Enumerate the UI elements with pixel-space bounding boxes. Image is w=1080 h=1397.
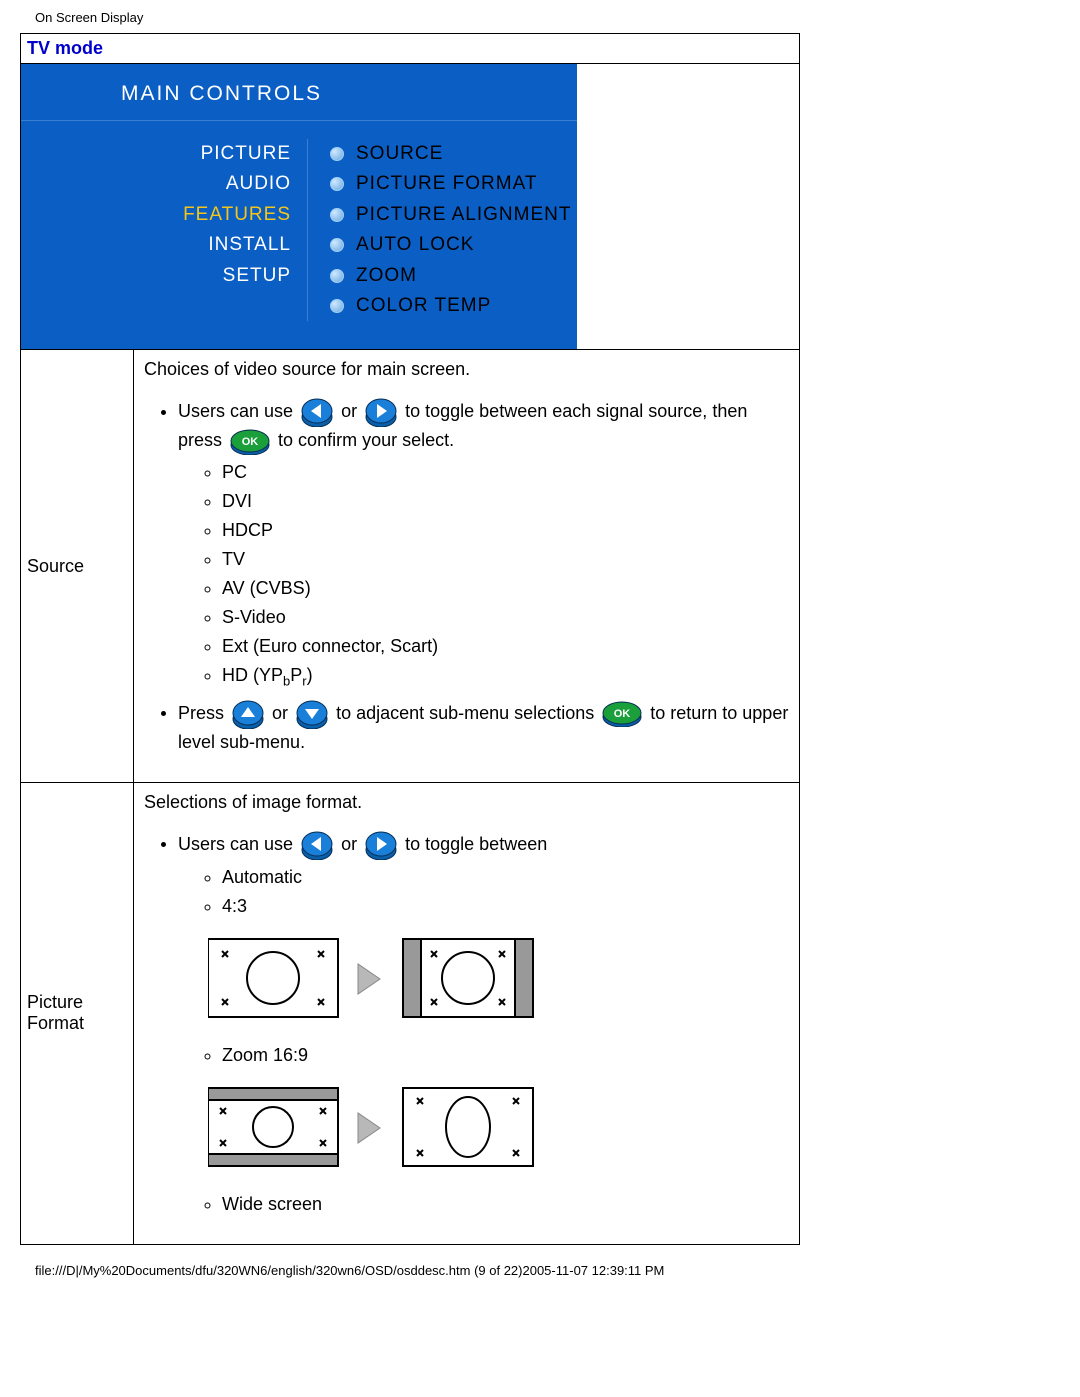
osd-right-menu: SOURCE PICTURE FORMAT PICTURE ALIGNMENT … — [308, 139, 571, 321]
source-description: Choices of video source for main screen.… — [134, 350, 800, 782]
osd-sub-color-temp[interactable]: COLOR TEMP — [330, 291, 571, 321]
source-opt-ext: Ext (Euro connector, Scart) — [222, 633, 789, 660]
osd-menu-picture[interactable]: PICTURE — [21, 139, 291, 169]
up-arrow-icon — [232, 699, 264, 729]
row-label-source: Source — [21, 350, 134, 782]
picfmt-opt-zoom: Zoom 16:9 — [222, 1042, 789, 1069]
picfmt-intro: Selections of image format. — [144, 792, 362, 812]
text: or — [341, 833, 362, 853]
source-bullet-2: Press or to adjacent sub-menu selections… — [178, 699, 789, 756]
osd-left-menu: PICTURE AUDIO FEATURES INSTALL SETUP — [21, 139, 308, 321]
osd-sub-source[interactable]: SOURCE — [330, 139, 571, 169]
text: HD (YP — [222, 665, 283, 685]
source-opt-tv: TV — [222, 546, 789, 573]
ok-button-icon — [602, 701, 642, 727]
text: or — [272, 702, 293, 722]
text: or — [341, 401, 362, 421]
ok-button-icon — [230, 429, 270, 455]
osd-menu-setup[interactable]: SETUP — [21, 261, 291, 291]
main-table: TV mode MAIN CONTROLS PICTURE AUDIO FEAT… — [20, 33, 800, 1245]
text: to confirm your select. — [278, 430, 454, 450]
source-opt-dvi: DVI — [222, 488, 789, 515]
picture-format-description: Selections of image format. Users can us… — [134, 782, 800, 1244]
source-opt-hdcp: HDCP — [222, 517, 789, 544]
picfmt-bullet-1: Users can use or to toggle between Autom… — [178, 830, 789, 1218]
left-arrow-icon — [301, 397, 333, 427]
source-opt-pc: PC — [222, 459, 789, 486]
source-intro: Choices of video source for main screen. — [144, 359, 470, 379]
section-header: TV mode — [21, 34, 800, 64]
osd-title: MAIN CONTROLS — [21, 64, 577, 120]
text: ) — [307, 665, 313, 685]
text: Users can use — [178, 401, 298, 421]
row-label-picture-format: Picture Format — [21, 782, 134, 1244]
source-options: PC DVI HDCP TV AV (CVBS) S-Video Ext (Eu… — [222, 459, 789, 691]
osd-body: PICTURE AUDIO FEATURES INSTALL SETUP SOU… — [21, 121, 577, 349]
source-opt-svideo: S-Video — [222, 604, 789, 631]
text: Press — [178, 702, 229, 722]
picfmt-opt-auto: Automatic — [222, 864, 789, 891]
text: to adjacent sub-menu selections — [336, 702, 599, 722]
diagram-43 — [208, 934, 789, 1032]
osd-sub-zoom[interactable]: ZOOM — [330, 261, 571, 291]
osd-sub-picture-format[interactable]: PICTURE FORMAT — [330, 169, 571, 199]
text: P — [290, 665, 302, 685]
picfmt-opt-43: 4:3 — [222, 893, 789, 920]
left-arrow-icon — [301, 830, 333, 860]
picfmt-opt-wide: Wide screen — [222, 1191, 789, 1218]
page-title: On Screen Display — [0, 0, 1080, 33]
osd-sub-picture-alignment[interactable]: PICTURE ALIGNMENT — [330, 200, 571, 230]
osd-menu-features[interactable]: FEATURES — [21, 200, 291, 230]
down-arrow-icon — [296, 699, 328, 729]
right-arrow-icon — [365, 830, 397, 860]
text: Users can use — [178, 833, 298, 853]
text: to toggle between — [405, 833, 547, 853]
osd-menu-audio[interactable]: AUDIO — [21, 169, 291, 199]
osd-menu-install[interactable]: INSTALL — [21, 230, 291, 260]
source-opt-hd: HD (YPbPr) — [222, 662, 789, 691]
diagram-zoom — [208, 1083, 789, 1181]
source-opt-av: AV (CVBS) — [222, 575, 789, 602]
footer-path: file:///D|/My%20Documents/dfu/320WN6/eng… — [0, 1245, 1080, 1278]
osd-sub-auto-lock[interactable]: AUTO LOCK — [330, 230, 571, 260]
source-bullet-1: Users can use or to toggle between each … — [178, 397, 789, 690]
right-arrow-icon — [365, 397, 397, 427]
